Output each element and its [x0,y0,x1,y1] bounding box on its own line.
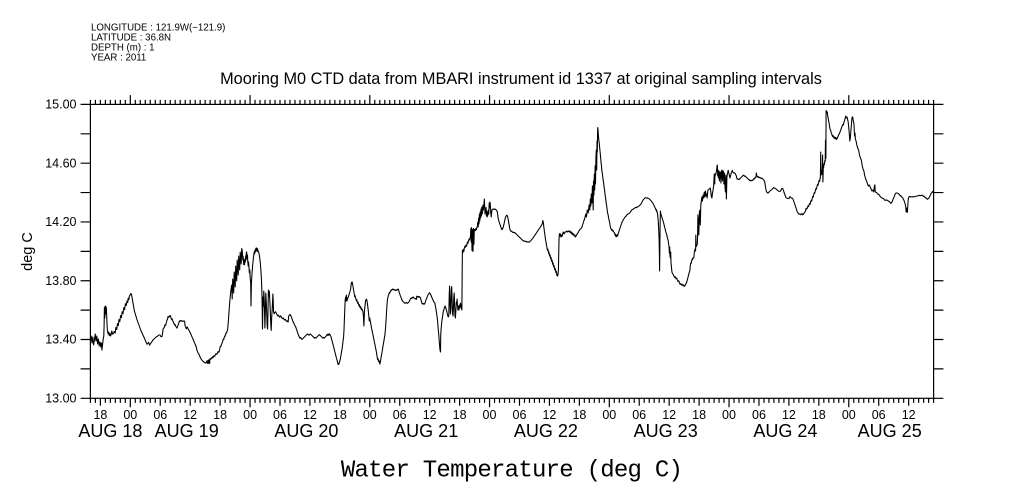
svg-text:00: 00 [483,408,497,422]
svg-text:00: 00 [363,408,377,422]
svg-text:06: 06 [153,408,167,422]
svg-text:06: 06 [273,408,287,422]
svg-text:Mooring M0 CTD data from MBARI: Mooring M0 CTD data from MBARI instrumen… [220,70,822,88]
svg-text:12: 12 [542,408,556,422]
svg-text:AUG 22: AUG 22 [514,421,578,441]
svg-text:18: 18 [812,408,826,422]
svg-text:AUG 18: AUG 18 [78,421,142,441]
svg-text:12: 12 [423,408,437,422]
svg-text:12: 12 [782,408,796,422]
svg-text:18: 18 [333,408,347,422]
svg-text:12: 12 [303,408,317,422]
svg-text:18: 18 [93,408,107,422]
svg-text:14.60: 14.60 [45,156,76,170]
svg-text:15.00: 15.00 [45,98,76,112]
svg-text:13.80: 13.80 [45,274,76,288]
svg-text:00: 00 [123,408,137,422]
svg-text:deg C: deg C [20,232,36,271]
svg-text:06: 06 [393,408,407,422]
svg-text:06: 06 [752,408,766,422]
svg-text:13.00: 13.00 [45,392,76,406]
svg-text:18: 18 [572,408,586,422]
svg-text:06: 06 [513,408,527,422]
svg-text:12: 12 [902,408,916,422]
svg-text:18: 18 [453,408,467,422]
svg-text:LONGITUDE : 121.9W(−121.9): LONGITUDE : 121.9W(−121.9) [91,23,225,34]
svg-text:00: 00 [722,408,736,422]
svg-text:06: 06 [872,408,886,422]
svg-text:06: 06 [632,408,646,422]
svg-text:00: 00 [243,408,257,422]
svg-text:12: 12 [662,408,676,422]
svg-text:AUG 19: AUG 19 [155,421,219,441]
svg-text:DEPTH (m) : 1: DEPTH (m) : 1 [91,43,155,54]
svg-text:14.20: 14.20 [45,215,76,229]
svg-text:13.40: 13.40 [45,333,76,347]
svg-text:AUG 20: AUG 20 [274,421,338,441]
svg-text:00: 00 [602,408,616,422]
svg-text:18: 18 [692,408,706,422]
svg-text:YEAR : 2011: YEAR : 2011 [91,53,146,64]
svg-text:12: 12 [183,408,197,422]
svg-text:00: 00 [842,408,856,422]
svg-text:LATITUDE : 36.8N: LATITUDE : 36.8N [91,33,171,44]
svg-text:AUG 24: AUG 24 [753,421,817,441]
svg-text:Water Temperature (deg C): Water Temperature (deg C) [341,458,682,485]
svg-text:AUG 23: AUG 23 [634,421,698,441]
svg-text:AUG 25: AUG 25 [858,421,922,441]
svg-text:18: 18 [213,408,227,422]
svg-text:AUG 21: AUG 21 [394,421,458,441]
